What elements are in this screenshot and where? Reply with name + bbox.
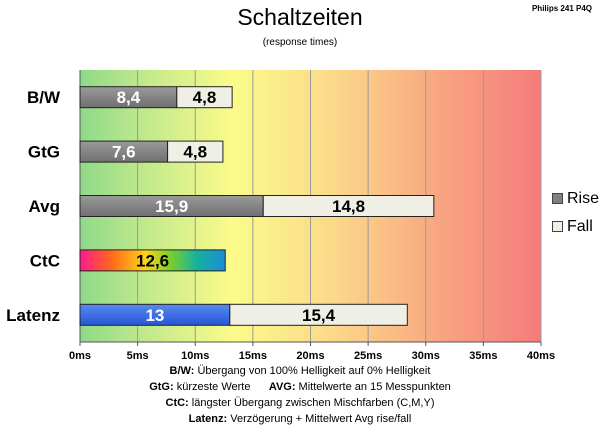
footnote-latenz: Latenz: Verzögerung + Mittelwert Avg ris… — [188, 413, 412, 425]
legend-rise-label: Rise — [567, 190, 600, 207]
bar-rise — [79, 249, 226, 272]
bar-fall — [167, 140, 224, 163]
x-tick-label: 0ms — [69, 350, 91, 362]
x-tick-label: 35ms — [469, 350, 497, 362]
labels: 0ms 5ms 10ms 15ms 20ms 25ms 30ms 35ms 40ms B/W 8,4… — [6, 88, 555, 362]
chart-subtitle: (response times) — [262, 37, 338, 48]
data-label-fall: 4,8 — [193, 88, 217, 107]
footnote-bw: B/W: Übergang von 100% Helligkeit auf 0%… — [169, 365, 431, 377]
footnotes: B/W: Übergang von 100% Helligkeit auf 0%… — [0, 363, 600, 427]
data-label-fall: 15,4 — [302, 306, 336, 325]
bar-fall — [229, 303, 408, 326]
legend-fall: Fall — [552, 218, 593, 236]
legend-rise: Rise — [552, 190, 599, 208]
category-label: Avg — [29, 197, 61, 216]
category-label: GtG — [28, 143, 60, 162]
category-label: Latenz — [6, 306, 60, 325]
x-tick-label: 25ms — [354, 350, 382, 362]
x-tick-label: 5ms — [127, 350, 149, 362]
x-tick-label: 30ms — [412, 350, 440, 362]
x-tick-label: 20ms — [296, 350, 324, 362]
bar-fall — [262, 195, 435, 217]
data-label-rise: 13 — [145, 306, 164, 325]
bar-fall — [176, 86, 233, 109]
x-tick-label: 15ms — [239, 350, 267, 362]
monitor-model-label: Philips 241 P4Q — [531, 4, 592, 13]
data-label-fall: 4,8 — [183, 143, 207, 162]
footnote-gtg-avg: GtG: kürzeste Werte AVG: Mittelwerte an … — [149, 381, 451, 393]
legend-fall-label: Fall — [567, 218, 593, 235]
data-label-rise: 15,9 — [155, 197, 188, 216]
rise-swatch — [552, 193, 563, 205]
fall-swatch — [552, 221, 563, 233]
x-tick-label: 40ms — [527, 350, 555, 362]
x-tick-label: 10ms — [181, 350, 209, 362]
bars — [79, 86, 435, 326]
category-label: B/W — [27, 88, 61, 107]
chart-title: Schaltzeiten — [237, 4, 363, 30]
footnote-ctc: CtC: längster Übergang zwischen Mischfar… — [165, 397, 435, 409]
category-label: CtC — [30, 251, 60, 270]
data-label-fall: 14,8 — [332, 197, 365, 216]
data-label-rise: 12,6 — [136, 251, 169, 270]
data-label-rise: 8,4 — [117, 88, 141, 107]
data-label-rise: 7,6 — [112, 143, 136, 162]
